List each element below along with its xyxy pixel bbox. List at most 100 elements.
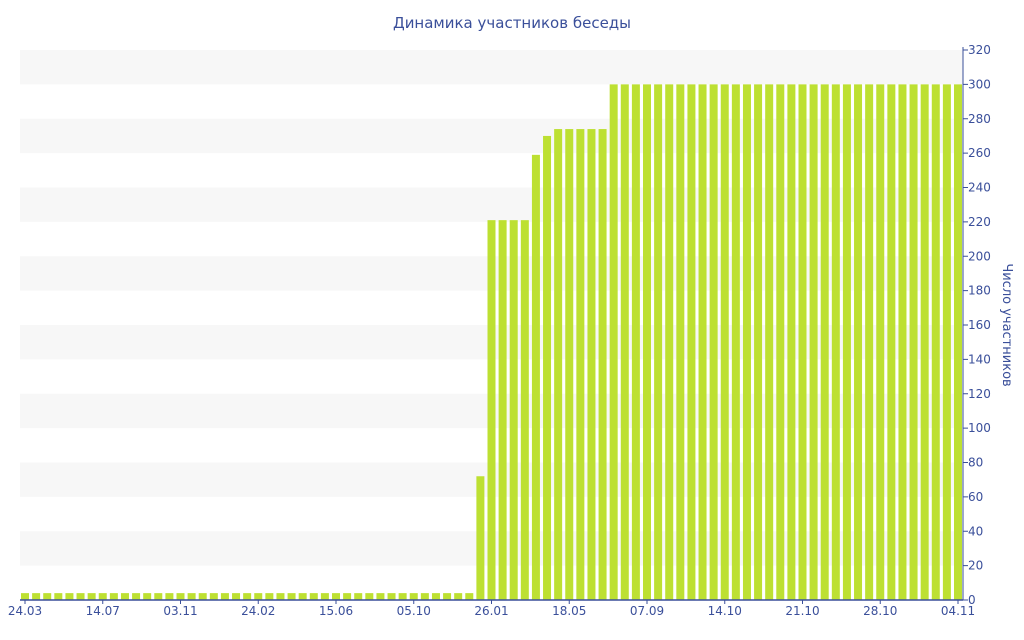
x-tick-label: 04.11	[941, 604, 975, 618]
bar	[21, 593, 29, 600]
bar	[343, 593, 352, 600]
x-tick-label: 28.10	[863, 604, 897, 618]
y-tick-label: 180	[968, 284, 991, 298]
bar	[254, 593, 263, 600]
bar	[576, 129, 585, 600]
bar	[132, 593, 141, 600]
bar	[631, 84, 640, 600]
bar	[831, 84, 840, 600]
bar	[854, 84, 863, 600]
bar	[165, 593, 174, 600]
bar	[398, 593, 407, 600]
bar	[287, 593, 296, 600]
y-tick-label: 140	[968, 352, 991, 366]
bar	[320, 593, 329, 600]
bar	[232, 593, 241, 600]
x-tick-label: 03.11	[163, 604, 197, 618]
bar	[742, 84, 751, 600]
bar	[787, 84, 796, 600]
bar	[720, 84, 729, 600]
bar	[554, 129, 563, 600]
bar	[954, 84, 962, 600]
bar	[420, 593, 429, 600]
y-tick-label: 300	[968, 77, 991, 91]
x-tick-label: 18.05	[552, 604, 586, 618]
y-tick-label: 80	[968, 456, 983, 470]
bar	[931, 84, 940, 600]
y-tick-label: 0	[968, 593, 976, 607]
bar	[654, 84, 663, 600]
y-tick-label: 160	[968, 318, 991, 332]
bar	[476, 476, 485, 600]
bar	[520, 220, 529, 600]
y-tick-label: 280	[968, 112, 991, 126]
bar	[87, 593, 96, 600]
bar	[109, 593, 118, 600]
bar	[276, 593, 285, 600]
bar	[543, 135, 552, 600]
bar	[431, 593, 440, 600]
y-tick-label: 20	[968, 559, 983, 573]
y-tick-label: 100	[968, 421, 991, 435]
bar	[454, 593, 463, 600]
bar	[32, 593, 41, 600]
bar	[298, 593, 307, 600]
x-tick-label: 24.03	[8, 604, 42, 618]
bar	[209, 593, 218, 600]
bar	[698, 84, 707, 600]
bar	[65, 593, 74, 600]
y-axis-label: Число участников	[999, 263, 1014, 386]
bar	[776, 84, 785, 600]
bar	[243, 593, 252, 600]
bar	[98, 593, 107, 600]
bar	[798, 84, 807, 600]
bar	[809, 84, 818, 600]
x-tick-label: 21.10	[785, 604, 819, 618]
bar	[354, 593, 363, 600]
bar	[509, 220, 518, 600]
x-tick-label: 24.02	[241, 604, 275, 618]
bar	[876, 84, 885, 600]
x-tick-label: 26.01	[474, 604, 508, 618]
bar	[365, 593, 374, 600]
bar	[731, 84, 740, 600]
bar	[309, 593, 318, 600]
bar	[898, 84, 907, 600]
grid-band	[20, 50, 963, 85]
bar	[176, 593, 185, 600]
bar	[220, 593, 229, 600]
bar	[765, 84, 774, 600]
bar	[842, 84, 851, 600]
bar	[643, 84, 651, 600]
y-tick-label: 320	[968, 43, 991, 57]
x-tick-label: 14.10	[708, 604, 742, 618]
x-tick-label: 07.09	[630, 604, 664, 618]
bar	[487, 220, 496, 600]
bar	[887, 84, 896, 600]
chart-title: Динамика участников беседы	[393, 14, 631, 32]
bar	[820, 84, 829, 600]
bar	[54, 593, 63, 600]
bar	[687, 84, 696, 600]
y-tick-label: 240	[968, 181, 991, 195]
bar	[143, 593, 152, 600]
x-tick-label: 15.06	[319, 604, 353, 618]
bar	[609, 84, 618, 600]
y-tick-label: 120	[968, 387, 991, 401]
bar	[498, 220, 507, 600]
y-tick-label: 260	[968, 146, 991, 160]
bar	[465, 593, 474, 600]
bar	[865, 84, 874, 600]
bar	[443, 593, 452, 600]
bar	[665, 84, 674, 600]
bar	[676, 84, 685, 600]
bar	[620, 84, 629, 600]
bar	[76, 593, 85, 600]
bar	[387, 593, 396, 600]
bar	[909, 84, 918, 600]
x-tick-label: 14.07	[86, 604, 120, 618]
x-tick-label: 05.10	[397, 604, 431, 618]
bar	[198, 593, 207, 600]
bar	[531, 154, 540, 600]
